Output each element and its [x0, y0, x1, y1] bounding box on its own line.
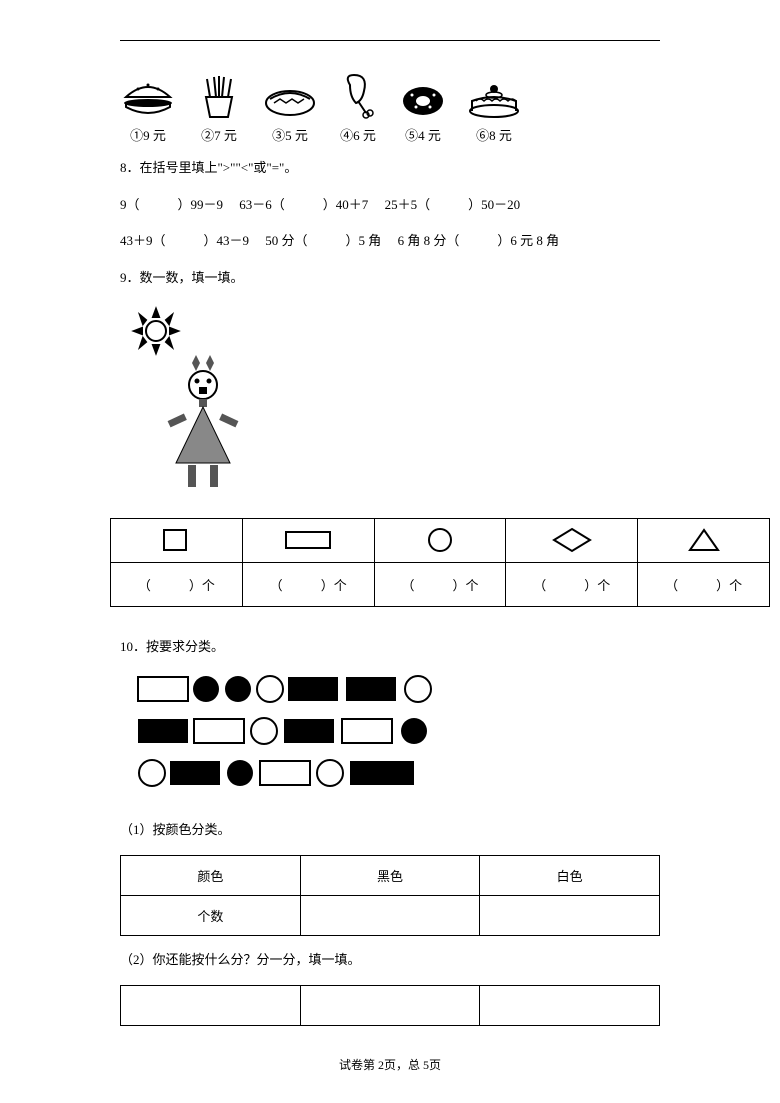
- fries-icon: [194, 73, 244, 121]
- color-black: 黑色: [300, 856, 480, 896]
- food-item-2: ②7 元: [194, 73, 244, 144]
- color-white: 白色: [480, 856, 660, 896]
- q10-blank-table: [120, 985, 660, 1026]
- q10-color-table: 颜色 黑色 白色 个数: [120, 855, 660, 936]
- footer: 试卷第 2页，总 5页: [0, 1056, 780, 1073]
- count-header: 个数: [121, 896, 301, 936]
- q10-sub1: （1）按颜色分类。: [120, 818, 660, 843]
- q10-title: 10．按要求分类。: [120, 635, 660, 660]
- q10-sub2: （2）你还能按什么分？分一分，填一填。: [120, 948, 660, 973]
- cake-icon: [466, 75, 522, 121]
- top-divider: [120, 40, 660, 41]
- color-header: 颜色: [121, 856, 301, 896]
- q9-figure: [120, 303, 660, 508]
- food-item-4: ④6 元: [336, 71, 380, 144]
- food-item-1: ①9 元: [120, 75, 176, 144]
- blank-cell[interactable]: [121, 985, 301, 1025]
- count-cell[interactable]: （）个: [242, 562, 374, 606]
- hotdog-icon: [262, 77, 318, 121]
- drumstick-icon: [336, 71, 380, 121]
- burger-icon: [120, 75, 176, 121]
- food-item-3: ③5 元: [262, 77, 318, 144]
- count-cell[interactable]: （）个: [374, 562, 506, 606]
- q8-row2: 43＋9（）43－9 50 分（）5 角 6 角 8 分（）6 元 8 角: [120, 229, 660, 254]
- q9-title: 9．数一数，填一填。: [120, 266, 660, 291]
- count-white[interactable]: [480, 896, 660, 936]
- donut-icon: [398, 77, 448, 121]
- q8-title: 8．在括号里填上">""<"或"="。: [120, 156, 660, 181]
- blank-cell[interactable]: [480, 985, 660, 1025]
- food-item-5: ⑤4 元: [398, 77, 448, 144]
- q8-row1: 9（）99－9 63－6（）40＋7 25＋5（）50－20: [120, 193, 660, 218]
- count-cell[interactable]: （）个: [638, 562, 770, 606]
- q10-shapes: [134, 671, 660, 806]
- shape-rect: [242, 518, 374, 562]
- count-cell[interactable]: （）个: [111, 562, 243, 606]
- food-row: ①9 元 ②7 元 ③5 元: [120, 71, 660, 144]
- blank-cell[interactable]: [300, 985, 480, 1025]
- shape-diamond: [506, 518, 638, 562]
- shape-circle: [374, 518, 506, 562]
- q9-table: （）个 （）个 （）个 （）个 （）个: [110, 518, 770, 607]
- count-cell[interactable]: （）个: [506, 562, 638, 606]
- food-item-6: ⑥8 元: [466, 75, 522, 144]
- count-black[interactable]: [300, 896, 480, 936]
- shape-square: [111, 518, 243, 562]
- shape-triangle: [638, 518, 770, 562]
